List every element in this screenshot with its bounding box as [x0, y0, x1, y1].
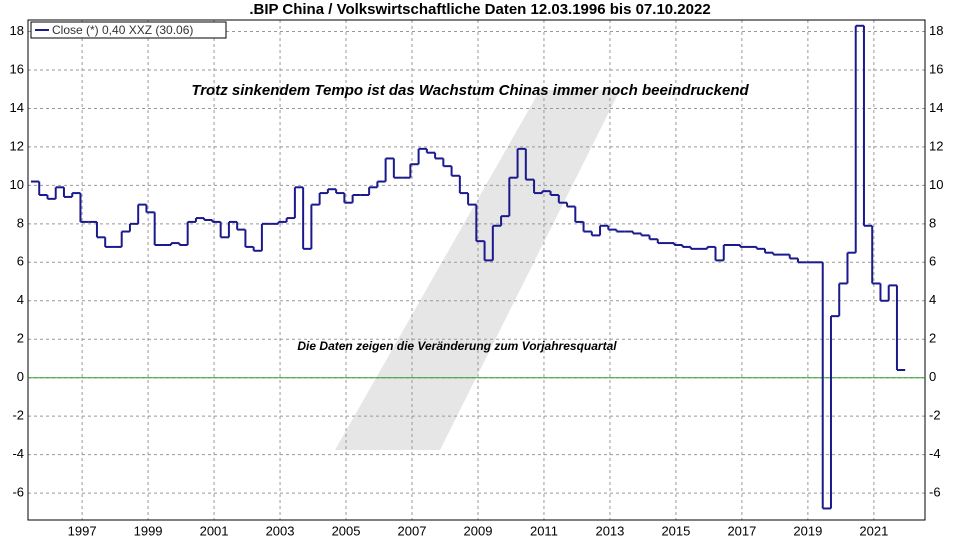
watermark: [335, 90, 620, 450]
y-tick-label: 14: [10, 100, 24, 115]
chart-title: .BIP China / Volkswirtschaftliche Daten …: [249, 1, 710, 18]
legend-label: Close (*) 0,40 XXZ (30.06): [52, 23, 193, 37]
legend-box: [30, 21, 227, 39]
y-tick-label: -2: [12, 408, 24, 423]
annotation: Trotz sinkendem Tempo ist das Wachstum C…: [191, 82, 749, 99]
y-tick-label-right: 0: [929, 369, 936, 384]
x-tick-label: 1997: [68, 523, 97, 538]
x-tick-label: 2009: [464, 523, 493, 538]
y-tick-label-right: -4: [929, 446, 941, 461]
y-tick-label: 8: [17, 215, 24, 230]
x-tick-label: 2001: [200, 523, 229, 538]
y-tick-label: 4: [17, 292, 24, 307]
x-tick-label: 1999: [134, 523, 163, 538]
x-tick-label: 2005: [332, 523, 361, 538]
x-tick-label: 2003: [266, 523, 295, 538]
y-tick-label-right: 2: [929, 331, 936, 346]
y-tick-label: -4: [12, 446, 24, 461]
y-tick-label-right: 10: [929, 177, 943, 192]
y-tick-label-right: 12: [929, 138, 943, 153]
y-tick-label-right: -2: [929, 408, 941, 423]
y-tick-label: 6: [17, 254, 24, 269]
annotation: Die Daten zeigen die Veränderung zum Vor…: [297, 339, 617, 353]
y-tick-label: 12: [10, 138, 24, 153]
y-tick-label: 10: [10, 177, 24, 192]
y-tick-label: 0: [17, 369, 24, 384]
y-tick-label-right: -6: [929, 485, 941, 500]
y-tick-label-right: 4: [929, 292, 936, 307]
x-tick-label: 2015: [661, 523, 690, 538]
y-tick-label-right: 16: [929, 61, 943, 76]
y-tick-label-right: 14: [929, 100, 943, 115]
y-tick-label-right: 6: [929, 254, 936, 269]
x-tick-label: 2019: [793, 523, 822, 538]
y-tick-label: -6: [12, 485, 24, 500]
x-tick-label: 2013: [595, 523, 624, 538]
x-tick-label: 2017: [727, 523, 756, 538]
plot-frame: [27, 19, 926, 521]
y-tick-label-right: 18: [929, 23, 943, 38]
y-tick-label-right: 8: [929, 215, 936, 230]
y-tick-label: 16: [10, 61, 24, 76]
x-tick-label: 2007: [398, 523, 427, 538]
y-tick-label: 18: [10, 23, 24, 38]
x-tick-label: 2021: [859, 523, 888, 538]
x-tick-label: 2011: [530, 523, 558, 538]
y-tick-label: 2: [17, 331, 24, 346]
